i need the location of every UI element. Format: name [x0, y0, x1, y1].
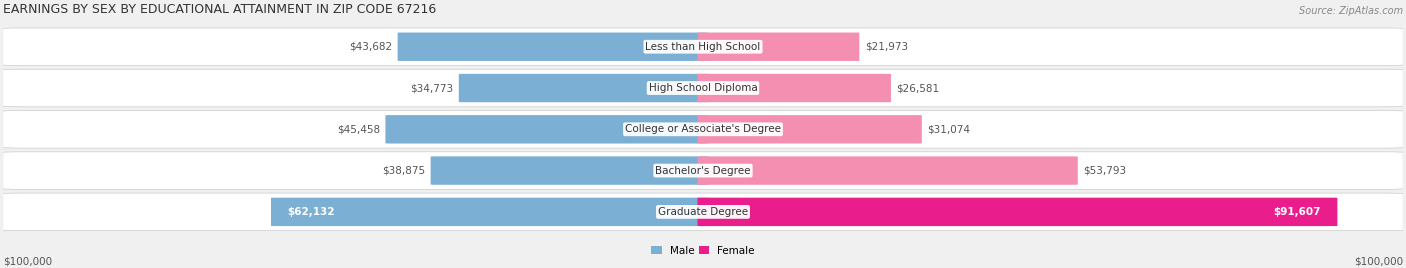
FancyBboxPatch shape: [697, 74, 891, 102]
FancyBboxPatch shape: [697, 198, 1337, 226]
FancyBboxPatch shape: [385, 115, 709, 143]
Text: Graduate Degree: Graduate Degree: [658, 207, 748, 217]
Text: High School Diploma: High School Diploma: [648, 83, 758, 93]
FancyBboxPatch shape: [3, 193, 1403, 231]
Text: $21,973: $21,973: [865, 42, 908, 52]
Text: $53,793: $53,793: [1083, 166, 1126, 176]
Text: $34,773: $34,773: [411, 83, 453, 93]
Text: $26,581: $26,581: [897, 83, 939, 93]
FancyBboxPatch shape: [271, 198, 709, 226]
Text: $43,682: $43,682: [349, 42, 392, 52]
FancyBboxPatch shape: [398, 32, 709, 61]
Text: $45,458: $45,458: [337, 124, 380, 134]
Text: $31,074: $31,074: [928, 124, 970, 134]
FancyBboxPatch shape: [458, 74, 709, 102]
FancyBboxPatch shape: [697, 157, 1078, 185]
FancyBboxPatch shape: [430, 157, 709, 185]
Text: $100,000: $100,000: [1354, 256, 1403, 266]
Text: $62,132: $62,132: [287, 207, 335, 217]
FancyBboxPatch shape: [3, 69, 1403, 107]
FancyBboxPatch shape: [697, 32, 859, 61]
FancyBboxPatch shape: [697, 115, 922, 143]
FancyBboxPatch shape: [3, 152, 1403, 189]
Text: Bachelor's Degree: Bachelor's Degree: [655, 166, 751, 176]
Text: EARNINGS BY SEX BY EDUCATIONAL ATTAINMENT IN ZIP CODE 67216: EARNINGS BY SEX BY EDUCATIONAL ATTAINMEN…: [3, 2, 436, 16]
FancyBboxPatch shape: [3, 110, 1403, 148]
Text: $38,875: $38,875: [382, 166, 425, 176]
Text: College or Associate's Degree: College or Associate's Degree: [626, 124, 780, 134]
FancyBboxPatch shape: [3, 28, 1403, 65]
Text: Less than High School: Less than High School: [645, 42, 761, 52]
Text: Source: ZipAtlas.com: Source: ZipAtlas.com: [1299, 6, 1403, 16]
Text: $100,000: $100,000: [3, 256, 52, 266]
Legend: Male, Female: Male, Female: [647, 241, 759, 260]
Text: $91,607: $91,607: [1274, 207, 1320, 217]
